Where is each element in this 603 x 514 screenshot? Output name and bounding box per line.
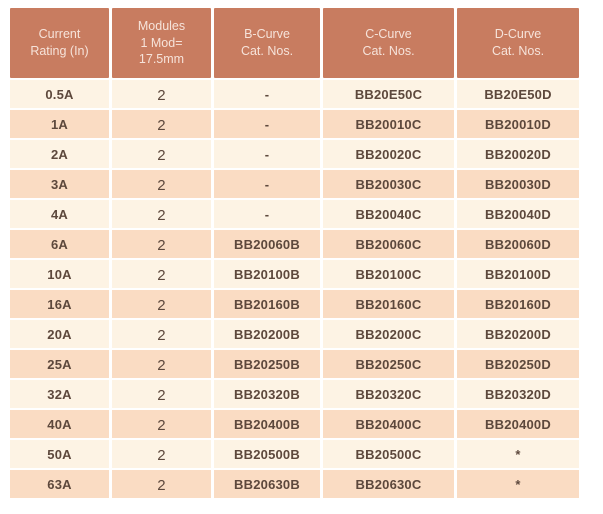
- table-cell-b-curve: BB20200B: [214, 320, 320, 348]
- table-cell-d-curve: *: [457, 440, 579, 468]
- table-cell-d-curve: BB20060D: [457, 230, 579, 258]
- table-cell-current-rating: 0.5A: [10, 80, 109, 108]
- table-cell-c-curve: BB20500C: [323, 440, 454, 468]
- table-cell-d-curve: BB20030D: [457, 170, 579, 198]
- table-cell-c-curve: BB20060C: [323, 230, 454, 258]
- table-cell-b-curve: BB20100B: [214, 260, 320, 288]
- table-cell-b-curve: BB20630B: [214, 470, 320, 498]
- table-cell-modules: 2: [112, 200, 211, 228]
- table-cell-b-curve: BB20500B: [214, 440, 320, 468]
- table-cell-modules: 2: [112, 440, 211, 468]
- table-cell-modules: 2: [112, 290, 211, 318]
- table-row: 63A 2 BB20630B BB20630C *: [10, 470, 579, 498]
- table-header: Current Rating (In) Modules 1 Mod= 17.5m…: [10, 8, 579, 78]
- table-cell-b-curve: BB20250B: [214, 350, 320, 378]
- table-row: 32A 2 BB20320B BB20320C BB20320D: [10, 380, 579, 408]
- column-header-c-curve: C-Curve Cat. Nos.: [323, 8, 454, 78]
- table-cell-current-rating: 25A: [10, 350, 109, 378]
- table-cell-b-curve: -: [214, 80, 320, 108]
- column-header-current-rating: Current Rating (In): [10, 8, 109, 78]
- table-cell-b-curve: BB20160B: [214, 290, 320, 318]
- table-cell-modules: 2: [112, 260, 211, 288]
- table-row: 6A 2 BB20060B BB20060C BB20060D: [10, 230, 579, 258]
- table-cell-current-rating: 50A: [10, 440, 109, 468]
- table-row: 1A 2- BB20010C BB20010D: [10, 110, 579, 138]
- table-cell-d-curve: BB20040D: [457, 200, 579, 228]
- table-cell-d-curve: BB20020D: [457, 140, 579, 168]
- catalog-table: Current Rating (In) Modules 1 Mod= 17.5m…: [7, 6, 582, 500]
- table-cell-modules: 2: [112, 80, 211, 108]
- table-row: 0.5A 2- BB20E50C BB20E50D: [10, 80, 579, 108]
- table-cell-b-curve: BB20320B: [214, 380, 320, 408]
- table-cell-current-rating: 4A: [10, 200, 109, 228]
- table-cell-current-rating: 6A: [10, 230, 109, 258]
- table-cell-c-curve: BB20200C: [323, 320, 454, 348]
- table-cell-c-curve: BB20030C: [323, 170, 454, 198]
- table-cell-current-rating: 40A: [10, 410, 109, 438]
- table-body: 0.5A 2- BB20E50C BB20E50D 1A 2- BB20010C BB2001…: [10, 80, 579, 498]
- table-cell-current-rating: 63A: [10, 470, 109, 498]
- table-row: 3A 2- BB20030C BB20030D: [10, 170, 579, 198]
- table-cell-current-rating: 2A: [10, 140, 109, 168]
- table-cell-modules: 2: [112, 230, 211, 258]
- table-cell-d-curve: BB20320D: [457, 380, 579, 408]
- table-row: 20A 2 BB20200B BB20200C BB20200D: [10, 320, 579, 348]
- table-row: 40A 2 BB20400B BB20400C BB20400D: [10, 410, 579, 438]
- table-cell-modules: 2: [112, 320, 211, 348]
- table-row: 16A 2 BB20160B BB20160C BB20160D: [10, 290, 579, 318]
- table-cell-modules: 2: [112, 410, 211, 438]
- table-cell-c-curve: BB20630C: [323, 470, 454, 498]
- table-cell-current-rating: 32A: [10, 380, 109, 408]
- table-cell-b-curve: -: [214, 110, 320, 138]
- table-cell-d-curve: *: [457, 470, 579, 498]
- table-cell-modules: 2: [112, 170, 211, 198]
- table-cell-d-curve: BB20100D: [457, 260, 579, 288]
- table-cell-b-curve: -: [214, 200, 320, 228]
- table-row: 25A 2 BB20250B BB20250C BB20250D: [10, 350, 579, 378]
- table-cell-c-curve: BB20020C: [323, 140, 454, 168]
- table-cell-c-curve: BB20010C: [323, 110, 454, 138]
- table-cell-d-curve: BB20250D: [457, 350, 579, 378]
- table-cell-current-rating: 3A: [10, 170, 109, 198]
- table-cell-modules: 2: [112, 110, 211, 138]
- table-cell-modules: 2: [112, 350, 211, 378]
- table-cell-c-curve: BB20E50C: [323, 80, 454, 108]
- table-cell-modules: 2: [112, 140, 211, 168]
- table-cell-d-curve: BB20400D: [457, 410, 579, 438]
- table-cell-b-curve: BB20400B: [214, 410, 320, 438]
- table-row: 10A 2 BB20100B BB20100C BB20100D: [10, 260, 579, 288]
- table-cell-current-rating: 10A: [10, 260, 109, 288]
- header-row: Current Rating (In) Modules 1 Mod= 17.5m…: [10, 8, 579, 78]
- table-row: 50A 2 BB20500B BB20500C *: [10, 440, 579, 468]
- column-header-b-curve: B-Curve Cat. Nos.: [214, 8, 320, 78]
- table-cell-modules: 2: [112, 470, 211, 498]
- table-cell-current-rating: 16A: [10, 290, 109, 318]
- table-cell-c-curve: BB20160C: [323, 290, 454, 318]
- table-cell-modules: 2: [112, 380, 211, 408]
- table-cell-c-curve: BB20100C: [323, 260, 454, 288]
- table-cell-c-curve: BB20040C: [323, 200, 454, 228]
- column-header-d-curve: D-Curve Cat. Nos.: [457, 8, 579, 78]
- column-header-modules: Modules 1 Mod= 17.5mm: [112, 8, 211, 78]
- table-cell-d-curve: BB20E50D: [457, 80, 579, 108]
- table-cell-d-curve: BB20200D: [457, 320, 579, 348]
- table-cell-c-curve: BB20400C: [323, 410, 454, 438]
- table-row: 2A 2- BB20020C BB20020D: [10, 140, 579, 168]
- table-cell-current-rating: 1A: [10, 110, 109, 138]
- table-cell-b-curve: BB20060B: [214, 230, 320, 258]
- table-row: 4A 2- BB20040C BB20040D: [10, 200, 579, 228]
- table-cell-b-curve: -: [214, 140, 320, 168]
- table-cell-d-curve: BB20160D: [457, 290, 579, 318]
- table-cell-b-curve: -: [214, 170, 320, 198]
- table-cell-current-rating: 20A: [10, 320, 109, 348]
- table-cell-d-curve: BB20010D: [457, 110, 579, 138]
- table-cell-c-curve: BB20320C: [323, 380, 454, 408]
- table-cell-c-curve: BB20250C: [323, 350, 454, 378]
